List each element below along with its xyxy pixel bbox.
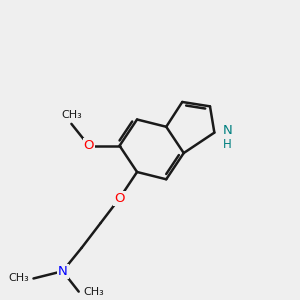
- Text: O: O: [114, 192, 125, 205]
- Text: N: N: [223, 124, 233, 137]
- Text: N: N: [58, 265, 68, 278]
- Text: CH₃: CH₃: [61, 110, 82, 120]
- Text: O: O: [84, 139, 94, 152]
- Text: CH₃: CH₃: [83, 286, 104, 297]
- Text: H: H: [223, 138, 232, 152]
- Text: CH₃: CH₃: [8, 274, 29, 284]
